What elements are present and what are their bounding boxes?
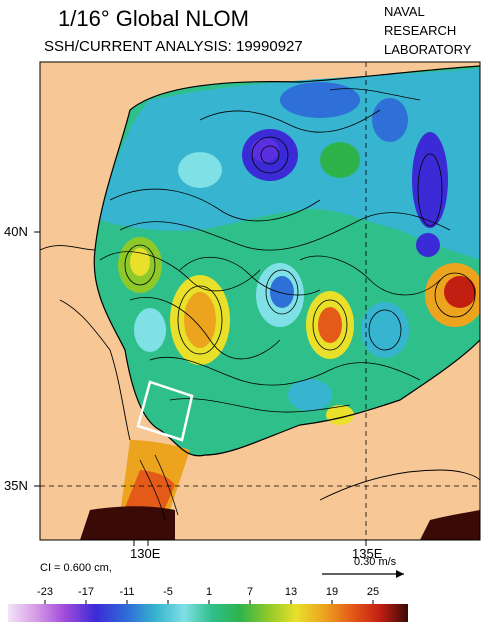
map-title: 1/16° Global NLOM (58, 6, 249, 31)
lat-label-35n: 35N (4, 478, 28, 493)
colorbar-label: -5 (163, 586, 173, 598)
colorbar-label: -17 (78, 586, 94, 598)
org-line-1: NAVAL (384, 4, 425, 19)
coastline-west (40, 245, 131, 441)
colorbar-label: 19 (325, 586, 339, 598)
warm-eddy-east-core (318, 307, 342, 343)
colorbar-label: 1 (205, 586, 213, 598)
pacific-edge (420, 510, 480, 540)
highlight-box (136, 380, 194, 442)
current-scale-label: 0.30 m/s (354, 556, 397, 568)
lon-label-130e: 130E (130, 546, 161, 561)
green-patch-south (220, 358, 280, 402)
map-frame (39, 61, 481, 541)
axis-ticks (34, 231, 367, 546)
map-subtitle: SSH/CURRENT ANALYSIS: 19990927 (44, 38, 303, 55)
cold-eddy-1-core (251, 138, 279, 162)
scale-arrow-head (396, 570, 404, 578)
coastline (93, 65, 480, 457)
cold-eddy-central-core (270, 276, 294, 308)
contour-interval-label: CI = 0.600 cm, (40, 562, 112, 574)
cold-eddy-3 (416, 233, 440, 257)
lat-label-40n: 40N (4, 224, 28, 239)
cold-zone-ne (372, 98, 408, 142)
cold-zone-north (280, 82, 360, 118)
light-cyan-patch-sw (134, 308, 166, 352)
colorbar-label: 13 (284, 586, 298, 598)
colorbar-label: -11 (119, 586, 135, 598)
colorbar (8, 604, 408, 622)
org-line-3: LABORATORY (384, 42, 472, 57)
cyan-patch-south (288, 379, 332, 411)
cold-eddy-east (361, 302, 409, 358)
colorbar-label: 25 (366, 586, 380, 598)
org-line-2: RESEARCH (384, 23, 457, 38)
lon-label-135e: 135E (352, 546, 383, 561)
colorbar-label: 7 (246, 586, 254, 598)
ocean-field (40, 65, 480, 540)
colorbar-ticks (44, 600, 374, 604)
colorbar-label: -23 (37, 586, 53, 598)
strait-deep (80, 506, 175, 540)
coastline-south (319, 469, 480, 501)
warm-eddy-far-east-core (444, 276, 476, 308)
current-streamlines (99, 88, 476, 521)
warm-eddy-west-core (130, 248, 150, 276)
warm-eddy-central-core (184, 292, 216, 348)
light-cyan-patch (178, 152, 222, 188)
green-patch-north (320, 142, 360, 178)
cold-eddy-2 (412, 132, 448, 228)
organization-label: NAVAL RESEARCH LABORATORY (384, 2, 471, 59)
